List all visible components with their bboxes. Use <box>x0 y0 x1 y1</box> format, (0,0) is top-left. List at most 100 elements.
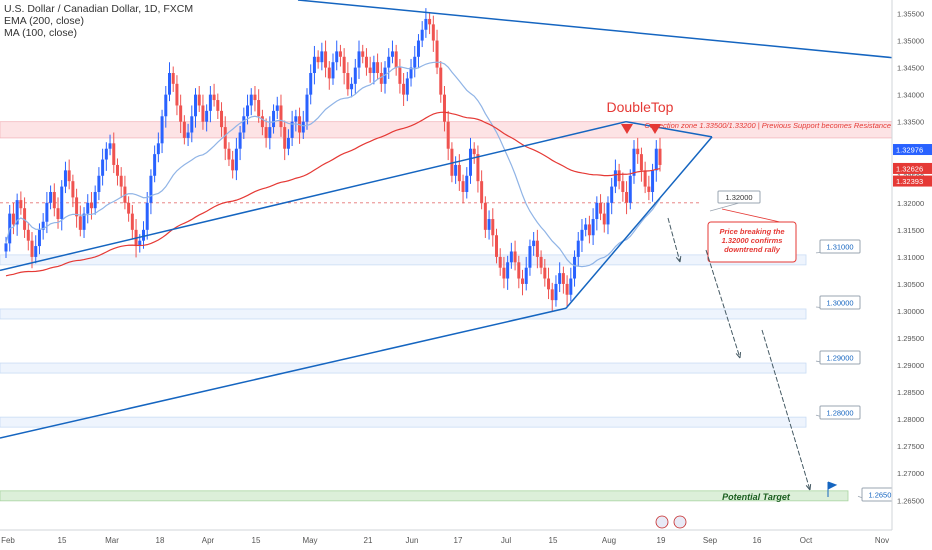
x-tick-label: 15 <box>58 536 67 545</box>
level-box-0 <box>819 239 861 254</box>
candle-body <box>587 224 591 236</box>
callout-price-pointer <box>709 202 740 212</box>
candle-body <box>387 56 391 68</box>
candle-body <box>194 94 198 117</box>
y-tick-label: 1.29500 <box>897 334 924 343</box>
y-tick-label: 1.31500 <box>897 226 924 235</box>
candle-body <box>82 213 86 230</box>
candle-body <box>127 202 131 214</box>
candle-body <box>182 121 186 138</box>
x-tick-label: Oct <box>800 536 813 545</box>
candle-body <box>309 73 313 95</box>
candle-body <box>658 148 662 165</box>
candle-body <box>346 73 350 90</box>
candle-body <box>342 56 346 74</box>
candle-body <box>435 40 439 68</box>
candle-body <box>625 191 629 203</box>
y-tick-label: 1.28500 <box>897 388 924 397</box>
candle-body <box>409 67 413 79</box>
callout-text-line: 1.32000 confirms <box>722 236 783 245</box>
candle-body <box>547 278 551 290</box>
candle-body <box>420 29 424 41</box>
candle-body <box>324 51 328 68</box>
candle-body <box>63 170 67 187</box>
y-tick-label: 1.28000 <box>897 415 924 424</box>
candle-body <box>350 83 354 90</box>
legend-title: U.S. Dollar / Canadian Dollar, 1D, FXCM <box>4 3 194 15</box>
candle-body <box>636 148 640 155</box>
legend-ema: EMA (200, close) <box>4 15 84 27</box>
level-label-3: 1.28000 <box>826 409 853 418</box>
candle-body <box>569 278 573 295</box>
candle-body <box>554 283 558 301</box>
y-tick-label: 1.32000 <box>897 199 924 208</box>
candle-body <box>246 105 250 117</box>
candle-body <box>565 283 569 295</box>
candle-body <box>23 208 27 230</box>
level-label-1: 1.30000 <box>826 299 853 308</box>
candle-body <box>364 56 368 68</box>
y-tick-label: 1.30000 <box>897 307 924 316</box>
candle-body <box>56 208 60 220</box>
candle-body <box>149 175 153 203</box>
candle-body <box>487 219 491 230</box>
legend-ma: MA (100, close) <box>4 27 77 39</box>
candle-body <box>234 148 238 171</box>
candle-body <box>257 100 261 117</box>
candle-body <box>338 51 342 57</box>
x-tick-label: 16 <box>753 536 762 545</box>
candle-body <box>145 202 149 230</box>
candle-body <box>413 56 417 68</box>
candle-body <box>543 267 547 279</box>
candle-body <box>101 159 105 176</box>
candle-body <box>171 73 175 84</box>
candle-body <box>60 186 64 220</box>
double-top-arrow-1 <box>649 124 661 134</box>
candle-body <box>454 164 458 176</box>
candle-body <box>368 67 372 74</box>
candle-body <box>130 213 134 230</box>
candle-body <box>416 40 420 57</box>
candle-body <box>580 229 584 241</box>
candle-body <box>275 105 279 111</box>
price-tag-0: 1.32976 <box>896 146 923 155</box>
candle-body <box>361 51 365 57</box>
support-level-3 <box>0 416 807 428</box>
candle-body <box>75 197 79 217</box>
candle-body <box>550 289 554 301</box>
candle-body <box>223 127 227 149</box>
y-tick-label: 1.31000 <box>897 253 924 262</box>
x-tick-label: 21 <box>364 536 373 545</box>
x-tick-label: Mar <box>105 536 119 545</box>
candle-body <box>108 143 112 149</box>
candle-body <box>186 132 190 138</box>
candle-body <box>30 240 34 257</box>
pattern-top-line <box>625 120 713 138</box>
candle-body <box>71 181 75 198</box>
candle-body <box>584 224 588 230</box>
candle-body <box>175 83 179 106</box>
candle-body <box>301 121 305 133</box>
candle-body <box>11 213 15 225</box>
candle-body <box>141 229 145 241</box>
candle-body <box>517 262 521 279</box>
candle-body <box>253 94 257 101</box>
candle-body <box>331 62 335 79</box>
candle-body <box>509 251 513 263</box>
price-tag-2: 1.32393 <box>896 177 923 186</box>
descending-trendline <box>297 0 901 60</box>
candle-body <box>390 51 394 57</box>
candle-body <box>483 202 487 230</box>
candle-body <box>521 278 525 284</box>
candle-body <box>49 191 53 203</box>
candle-body <box>201 105 205 122</box>
candle-body <box>602 213 606 225</box>
candle-body <box>376 62 380 74</box>
candle-body <box>617 170 621 182</box>
pattern-right-line <box>565 136 713 309</box>
y-axis-bg <box>892 0 932 550</box>
potential-target-label: Potential Target <box>722 492 791 502</box>
